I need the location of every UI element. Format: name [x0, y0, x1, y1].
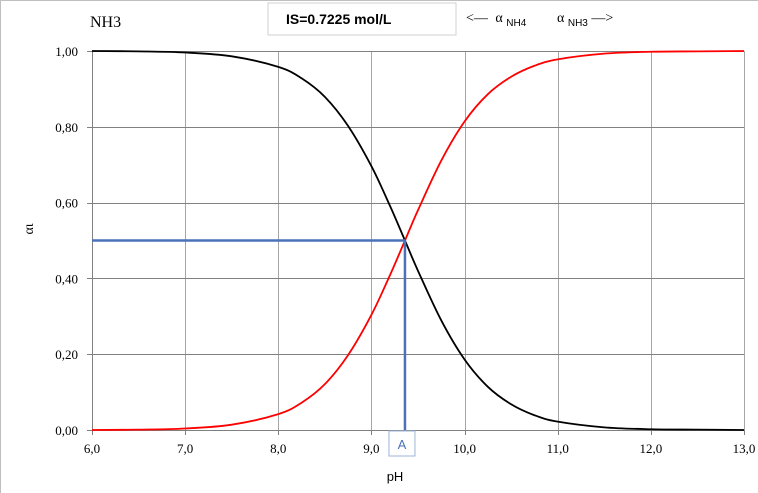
tick-labels: 6,0 7,0 8,0 9,0 10,0 11,0 12,0 13,0 0,00 0,20 0,40…: [55, 44, 755, 456]
series-line-nh3: [91, 50, 745, 431]
legend-nh3-symbol: α: [557, 11, 565, 26]
legend-entry-nh3: α NH3 —>: [557, 11, 613, 30]
series-line-nh4: [91, 50, 745, 431]
y-axis-label: αι: [22, 223, 37, 234]
y-tick-label: 0,60: [55, 196, 78, 211]
y-tick-label: 0,00: [55, 423, 78, 438]
annotation-layer: A: [92, 239, 416, 457]
y-tick-label: 0,80: [55, 120, 78, 135]
chart-title: NH3: [90, 14, 121, 31]
y-tick-label: 1,00: [55, 44, 78, 59]
x-tick-label: 9,0: [363, 441, 379, 456]
x-tick-label: 11,0: [547, 441, 569, 456]
legend-nh4-symbol: α: [495, 11, 503, 26]
x-tick-label: 7,0: [177, 441, 193, 456]
x-tick-label: 6,0: [84, 441, 100, 456]
x-tick-label: 12,0: [639, 441, 662, 456]
chart-subtitle: IS=0.7225 mol/L: [286, 11, 392, 27]
subtitle-box: [267, 2, 457, 36]
y-tick-label: 0,20: [55, 347, 78, 362]
annotation-label: A: [398, 437, 407, 452]
x-tick-label: 10,0: [453, 441, 476, 456]
y-tick-label: 0,40: [55, 271, 78, 286]
legend: <— α NH4 α NH3 —>: [466, 11, 613, 30]
legend-nh3-arrow: —>: [590, 11, 613, 26]
legend-nh4-arrow: <—: [466, 11, 489, 26]
x-axis-label: pH: [387, 469, 404, 484]
x-tick-label: 13,0: [733, 441, 756, 456]
legend-nh3-sub: NH3: [568, 18, 588, 29]
series-layer: [91, 50, 745, 431]
legend-nh4-sub: NH4: [506, 18, 526, 29]
annotation-label-box: [388, 430, 416, 457]
legend-entry-nh4: <— α NH4: [466, 11, 527, 29]
x-tick-label: 8,0: [270, 441, 286, 456]
